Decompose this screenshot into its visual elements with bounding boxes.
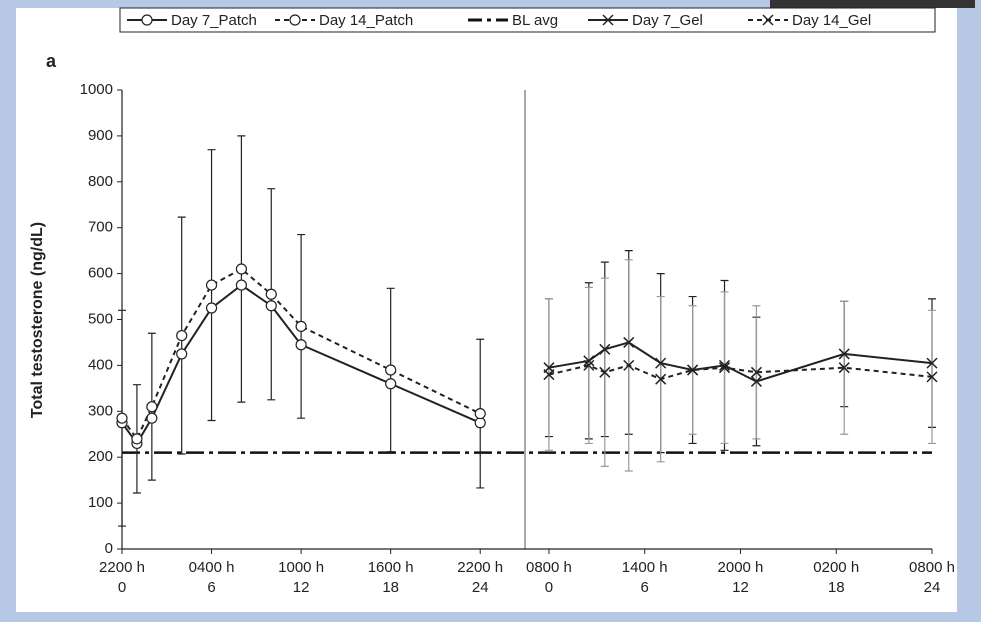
legend-box: [119, 7, 936, 33]
marker: [146, 401, 158, 413]
marker: [687, 364, 699, 376]
marker: [205, 302, 218, 314]
marker: [623, 336, 635, 348]
x-tick-label: 0800 h: [526, 559, 572, 576]
x-tick-hour: 24: [472, 579, 489, 596]
x-tick-hour: 12: [293, 579, 310, 596]
panel-label: a: [46, 51, 57, 71]
chart-background: [16, 8, 957, 612]
series-line: [121, 267, 481, 441]
x-tick-label: 0800 h: [909, 559, 955, 576]
marker: [750, 366, 762, 378]
marker: [838, 362, 850, 374]
y-tick-label: 700: [88, 219, 113, 236]
marker: [838, 348, 850, 360]
marker: [265, 300, 277, 312]
x-tick-label: 0200 h: [813, 559, 859, 576]
x-tick-label: 1400 h: [622, 559, 668, 576]
marker: [146, 412, 158, 424]
marker: [750, 375, 762, 387]
marker: [295, 320, 307, 332]
photo-strip: [770, 0, 975, 8]
marker: [474, 417, 486, 429]
marker: [623, 359, 635, 371]
x-tick-hour: 18: [382, 579, 399, 596]
legend-marker: [602, 14, 614, 26]
x-tick-hour: 0: [118, 579, 126, 596]
x-tick-hour: 0: [545, 579, 553, 596]
y-tick-label: 300: [88, 402, 113, 419]
legend-label: BL avg: [512, 12, 558, 29]
marker: [235, 279, 248, 291]
marker: [176, 348, 188, 360]
series-line: [548, 364, 933, 381]
legend-marker: [289, 14, 301, 26]
marker: [205, 279, 218, 291]
series-line: [121, 283, 481, 446]
x-tick-label: 1600 h: [368, 559, 414, 576]
marker: [474, 407, 486, 420]
x-tick-hour: 18: [828, 579, 845, 596]
y-tick-label: 200: [88, 448, 113, 465]
marker: [131, 433, 143, 445]
marker: [718, 359, 731, 371]
series-line: [548, 341, 933, 383]
marker: [926, 357, 938, 369]
y-tick-label: 900: [88, 127, 113, 144]
marker: [926, 371, 938, 383]
marker: [265, 288, 277, 300]
legend-marker: [141, 14, 153, 26]
x-tick-hour: 6: [641, 579, 649, 596]
x-tick-label: 0400 h: [189, 559, 235, 576]
marker: [718, 362, 731, 374]
marker: [295, 339, 307, 351]
marker: [599, 343, 611, 355]
x-tick-hour: 6: [207, 579, 215, 596]
legend-label: Day 7_Patch: [171, 12, 257, 29]
y-axis-label: Total testosterone (ng/dL): [29, 222, 46, 418]
marker: [385, 378, 397, 390]
x-tick-hour: 12: [732, 579, 749, 596]
marker: [176, 329, 188, 342]
marker: [583, 359, 595, 371]
x-tick-label: 2200 h: [99, 559, 145, 576]
y-tick-label: 500: [88, 310, 113, 327]
y-tick-label: 1000: [80, 81, 113, 98]
marker: [116, 412, 128, 424]
marker: [583, 355, 595, 367]
marker: [235, 263, 248, 275]
x-tick-hour: 24: [924, 579, 941, 596]
marker: [655, 373, 667, 385]
y-tick-label: 600: [88, 265, 113, 282]
marker: [655, 357, 667, 369]
y-tick-label: 400: [88, 356, 113, 373]
x-tick-label: 2200 h: [457, 559, 503, 576]
x-tick-label: 2000 h: [718, 559, 764, 576]
y-tick-label: 100: [88, 494, 113, 511]
legend-label: Day 7_Gel: [632, 12, 703, 29]
y-tick-label: 0: [105, 540, 113, 557]
x-tick-label: 1000 h: [278, 559, 324, 576]
marker: [543, 369, 555, 381]
legend-marker: [762, 14, 774, 26]
legend-label: Day 14_Patch: [319, 12, 413, 29]
legend-label: Day 14_Gel: [792, 12, 871, 29]
y-tick-label: 800: [88, 173, 113, 190]
marker: [385, 364, 397, 376]
marker: [599, 366, 611, 378]
